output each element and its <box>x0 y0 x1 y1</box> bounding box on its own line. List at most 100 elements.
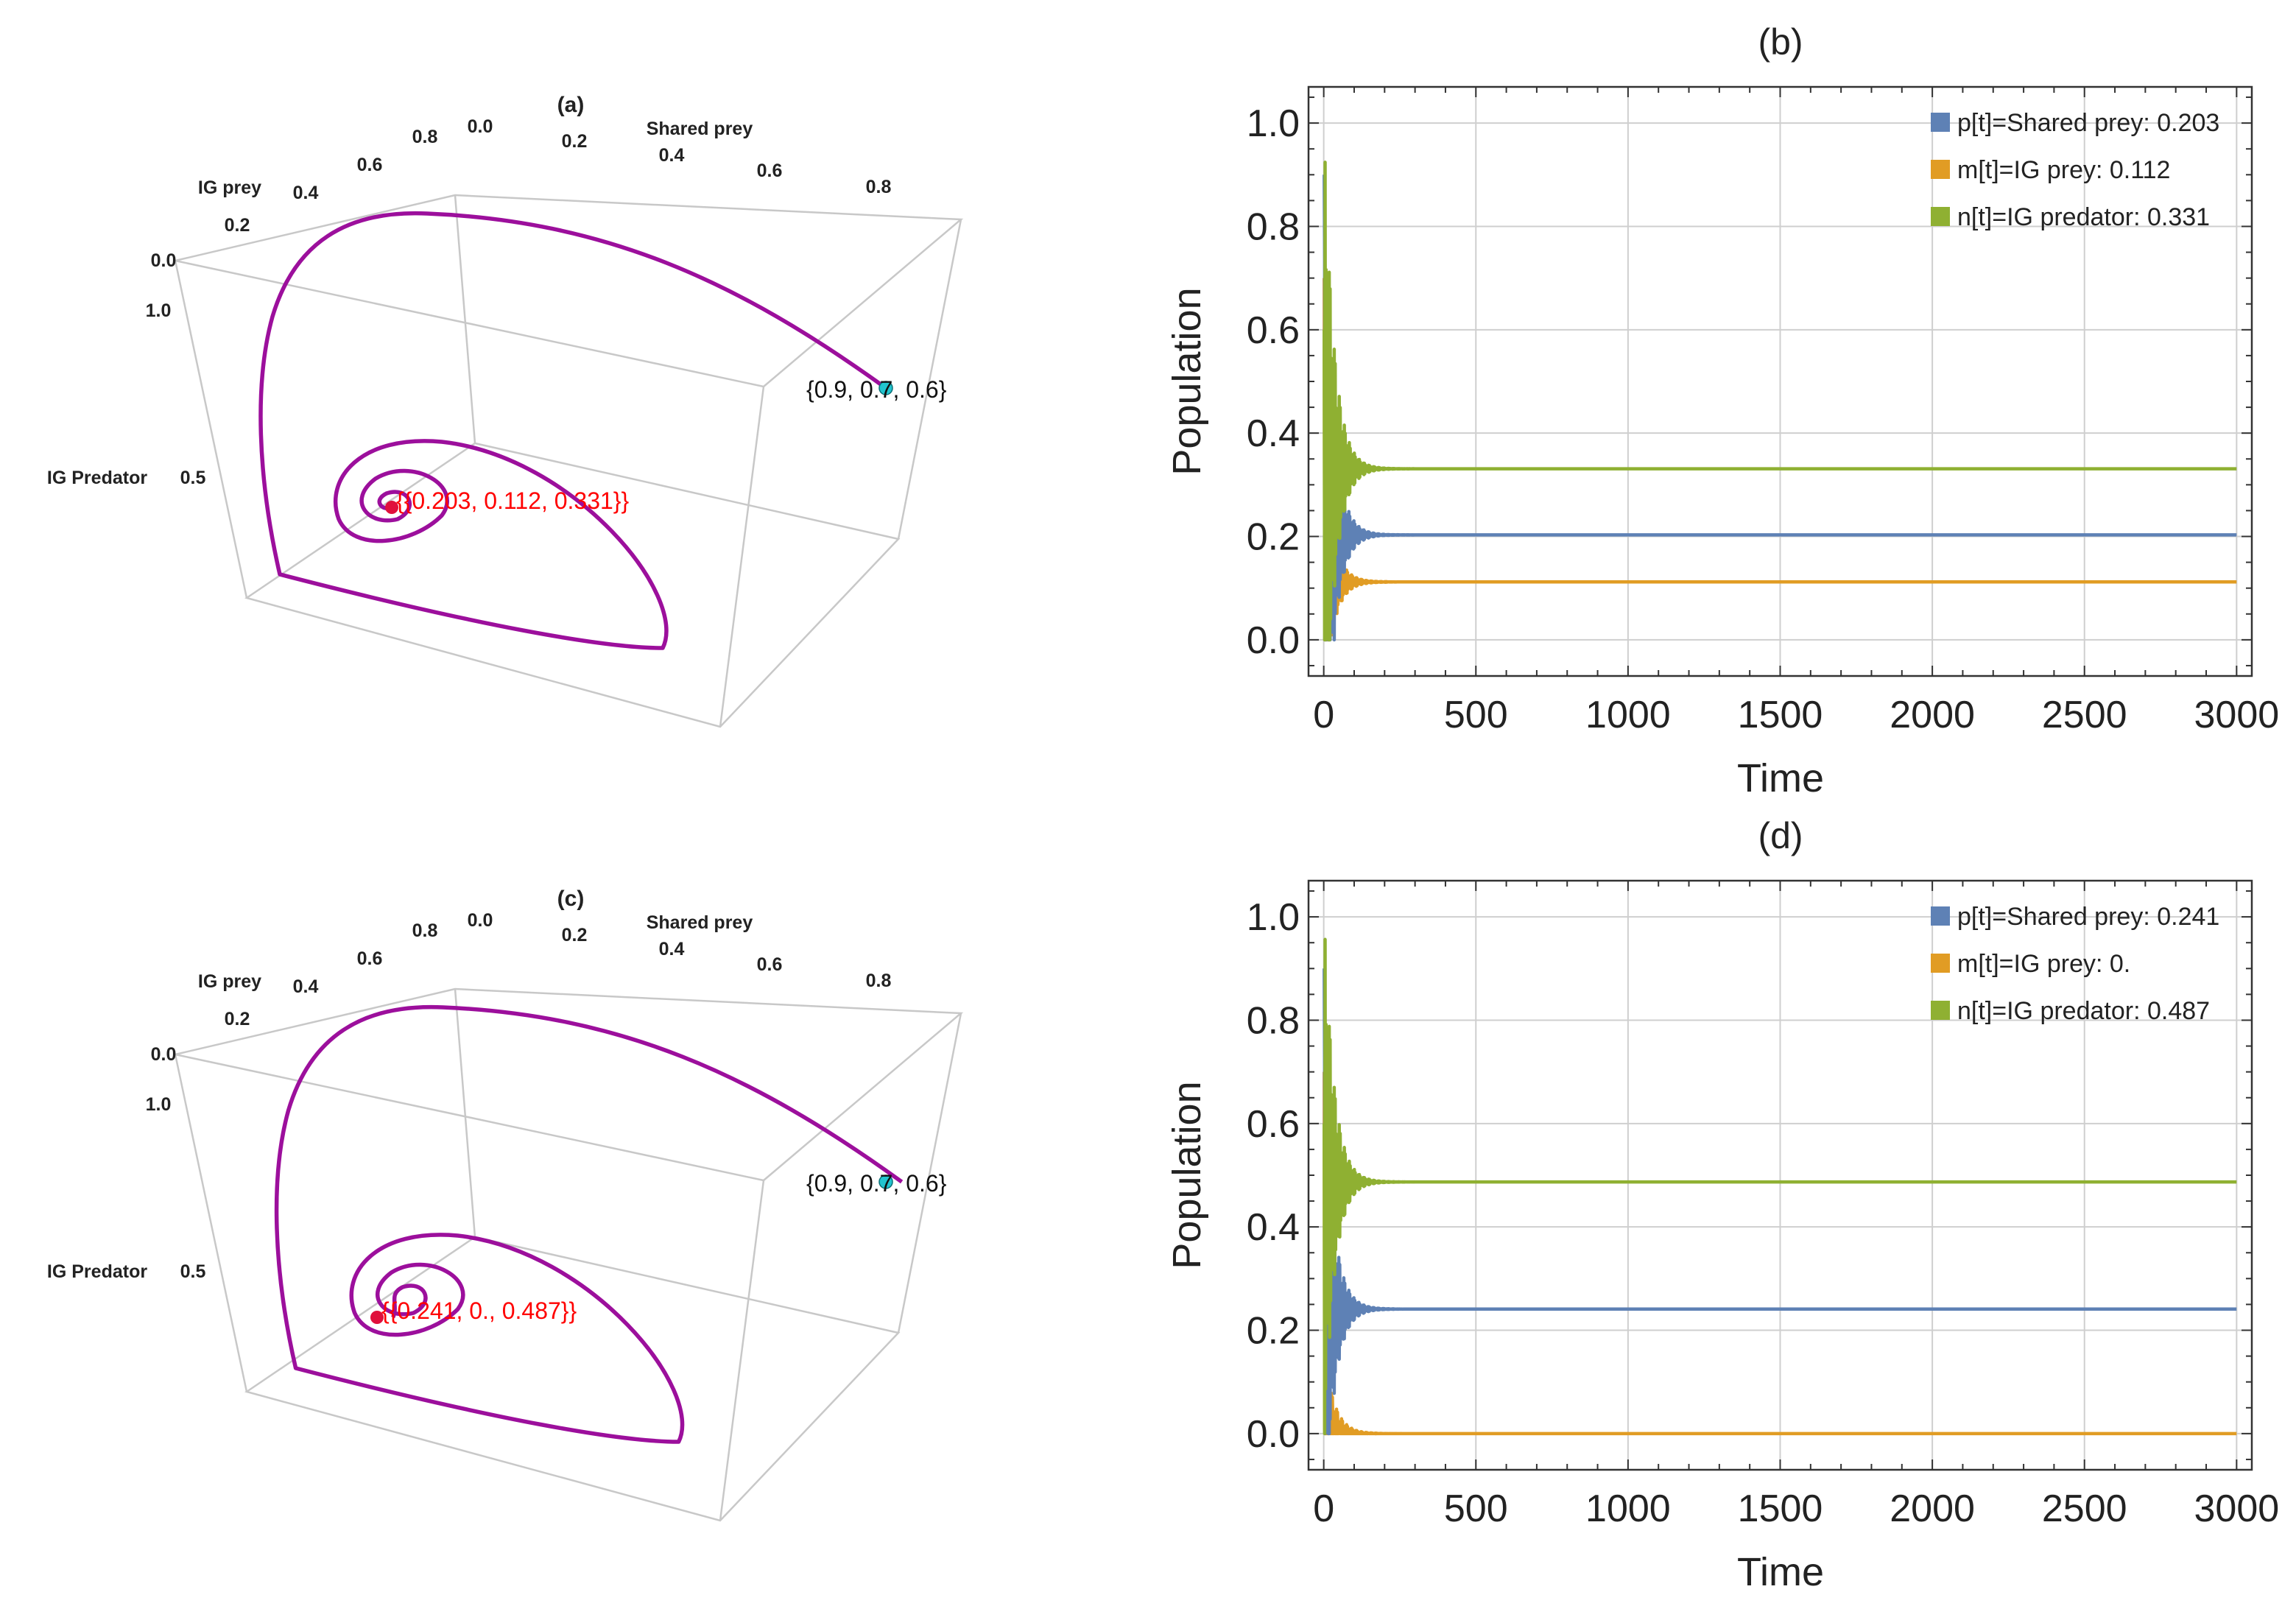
y-tick-label: 0.8 <box>412 920 438 941</box>
y-tick-label: 0.4 <box>293 976 319 997</box>
y-axis-label: Population <box>1165 1081 1209 1269</box>
x-tick-label: 3000 <box>2194 1487 2279 1530</box>
x-tick-label: 0 <box>1313 694 1334 736</box>
y-tick-label: 0.0 <box>151 1044 177 1065</box>
legend-swatch <box>1931 954 1950 973</box>
series-line <box>1323 173 2237 642</box>
x-axis-label: Time <box>1737 1550 1824 1594</box>
x-tick-label: 0.0 <box>468 910 493 931</box>
x-tick-label: 500 <box>1444 694 1508 736</box>
time-series-b: (b) 0 500 1000 1500 2000 2500 3000 0.0 0.2 0.4 0.6 0… <box>1165 21 2279 800</box>
x-tick-label: 1500 <box>1738 1487 1823 1530</box>
trajectory-group <box>258 211 887 650</box>
x-tick-label: 2500 <box>2042 694 2127 736</box>
initial-point <box>878 1174 893 1189</box>
legend-entry: n[t]=IG predator: 0.331 <box>1957 203 2210 231</box>
y-tick-label: 0.6 <box>1247 309 1300 352</box>
x-tick-label: 2500 <box>2042 1487 2127 1530</box>
equilibrium-point-label: {{0.203, 0.112, 0.331}} <box>396 487 629 514</box>
initial-point-label: {0.9, 0.7, 0.6} <box>806 376 947 403</box>
x-tick-label: 0.6 <box>757 161 783 181</box>
phase-portrait-c: (c) 0.0 0.2 0.4 0.6 0.8 Shared prey 0.0 0.2 0.4 0.… <box>47 887 964 1522</box>
trajectory <box>274 1004 904 1444</box>
box-bottom-face <box>244 442 901 728</box>
legend-entry: m[t]=IG prey: 0. <box>1957 950 2130 978</box>
initial-point-label: {0.9, 0.7, 0.6} <box>806 1170 947 1197</box>
initial-point <box>878 381 893 395</box>
legend-entry: m[t]=IG prey: 0.112 <box>1957 156 2170 184</box>
y-axis-label: Population <box>1165 287 1209 475</box>
x-tick-label: 1000 <box>1585 1487 1671 1530</box>
y-tick-label: 0.2 <box>225 215 250 236</box>
panel-title: (d) <box>1758 815 1803 856</box>
x-tick-label: 0.2 <box>562 925 588 945</box>
legend-swatch <box>1931 113 1950 132</box>
x-tick-label: 0.2 <box>562 131 588 152</box>
box-vertical-edge <box>454 194 476 444</box>
y-tick-label: 0.2 <box>1247 1310 1300 1353</box>
y-tick-label: 0.0 <box>1247 619 1300 662</box>
y-tick-label: 0.2 <box>225 1009 250 1029</box>
panel-title: (b) <box>1758 21 1803 63</box>
y-tick-label: 0.6 <box>357 948 383 969</box>
x-tick-label: 0.8 <box>866 971 892 991</box>
y-tick-label: 0.0 <box>1247 1413 1300 1456</box>
series-line <box>1323 937 2237 1436</box>
series-line <box>1323 1070 2237 1436</box>
x-tick-label: 0 <box>1313 1487 1334 1530</box>
legend-swatch <box>1931 906 1950 926</box>
y-tick-label: 1.0 <box>1247 896 1300 939</box>
legend-entry: p[t]=Shared prey: 0.241 <box>1957 903 2219 931</box>
box-vertical-edge <box>174 260 248 599</box>
y-tick-label: 0.8 <box>1247 205 1300 248</box>
y-axis-label: IG prey <box>198 177 261 198</box>
x-tick-label: 500 <box>1444 1487 1508 1530</box>
panel-title: (c) <box>557 887 585 911</box>
x-axis-label: Shared prey <box>647 912 753 933</box>
y-tick-label: 0.6 <box>1247 1103 1300 1146</box>
x-tick-label: 0.6 <box>757 954 783 975</box>
x-tick-label: 1000 <box>1585 694 1671 736</box>
y-tick-label: 0.0 <box>151 250 177 271</box>
x-tick-label: 0.4 <box>659 145 685 166</box>
x-tick-label: 2000 <box>1890 694 1975 736</box>
z-tick-label: 1.0 <box>146 300 172 321</box>
legend-swatch <box>1931 1001 1950 1020</box>
trajectory <box>258 211 887 650</box>
box-vertical-edge <box>719 386 765 728</box>
series-line <box>1323 276 2237 642</box>
trajectory-group <box>274 1004 904 1444</box>
x-tick-label: 0.0 <box>468 116 493 137</box>
x-axis-label: Shared prey <box>647 119 753 139</box>
legend-entry: n[t]=IG predator: 0.487 <box>1957 997 2210 1025</box>
x-tick-label: 0.4 <box>659 939 685 959</box>
y-axis-label: IG prey <box>198 971 261 992</box>
z-tick-label: 1.0 <box>146 1094 172 1115</box>
legend-entry: p[t]=Shared prey: 0.203 <box>1957 109 2219 137</box>
time-series-d: (d) 0 500 1000 1500 2000 2500 3000 0.0 0.2 0.4 0.6 0… <box>1165 815 2279 1594</box>
x-tick-label: 2000 <box>1890 1487 1975 1530</box>
legend-swatch <box>1931 207 1950 226</box>
z-axis-label: IG Predator <box>47 468 147 488</box>
box-vertical-edge <box>897 1012 962 1334</box>
x-tick-label: 1500 <box>1738 694 1823 736</box>
x-tick-label: 3000 <box>2194 694 2279 736</box>
equilibrium-point <box>370 1311 384 1324</box>
phase-portrait-a: (a) 0.0 0.2 0.4 0.6 0.8 Shared prey 0.0 0.2 0.4 0.… <box>47 93 964 728</box>
y-tick-label: 0.4 <box>293 183 319 203</box>
y-tick-label: 0.6 <box>357 155 383 175</box>
z-tick-label: 0.5 <box>180 468 206 488</box>
series-line <box>1323 967 2237 1436</box>
box-vertical-edge <box>174 1054 248 1392</box>
y-tick-label: 0.8 <box>412 127 438 147</box>
panel-title: (a) <box>557 93 585 117</box>
series-line <box>1323 161 2237 642</box>
y-tick-label: 0.8 <box>1247 999 1300 1042</box>
box-vertical-edge <box>897 219 962 540</box>
equilibrium-point <box>385 501 398 514</box>
y-tick-label: 0.4 <box>1247 1206 1300 1249</box>
y-tick-label: 1.0 <box>1247 102 1300 145</box>
box-vertical-edge <box>454 988 476 1238</box>
x-tick-label: 0.8 <box>866 177 892 197</box>
